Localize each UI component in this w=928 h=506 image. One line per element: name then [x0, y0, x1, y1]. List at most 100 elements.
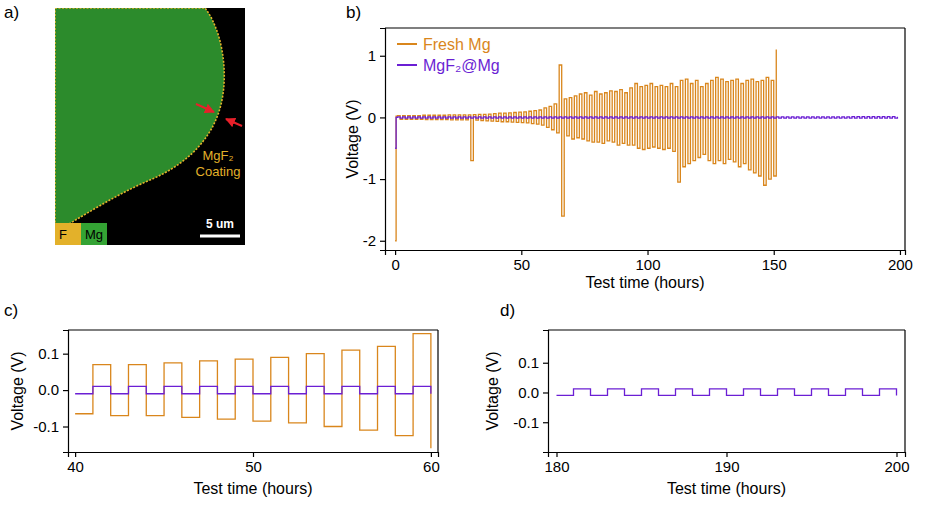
tick-label: 0	[391, 256, 399, 273]
axis-line	[69, 453, 439, 458]
element-swatch	[55, 223, 81, 245]
tick-mark	[380, 179, 385, 180]
element-label: Mg	[85, 227, 103, 242]
series-line	[395, 117, 897, 149]
x-axis: 180 190 200	[544, 452, 909, 475]
tick: 1	[368, 47, 385, 64]
tick: -0.1	[513, 414, 548, 431]
panel-letter: d)	[500, 301, 515, 320]
tick-mark	[380, 241, 385, 242]
axis-line	[543, 331, 549, 453]
tick-label: -2	[363, 232, 376, 249]
annotation-line: MgF₂	[202, 148, 233, 163]
frame	[385, 27, 905, 28]
panel-letter: a)	[4, 3, 19, 22]
panel-1: 0 50 100 150 200 -2 -1 0 1 Test time (hours) Volta…	[344, 3, 913, 291]
tick-label: -1	[363, 170, 376, 187]
tick-label: 0.1	[38, 345, 59, 362]
tick-label: 150	[762, 256, 787, 273]
panel-0: MgF₂CoatingFMg5 uma)	[4, 3, 245, 245]
eds-map	[55, 8, 245, 245]
y-axis: -2 -1 0 1	[363, 29, 386, 251]
y-axis-title: Voltage (V)	[344, 99, 361, 178]
tick-label: 0.0	[518, 384, 539, 401]
panel-letter: c)	[4, 301, 18, 320]
legend: Fresh MgMgF₂@Mg	[397, 36, 500, 74]
tick-mark	[380, 117, 385, 118]
tick-mark	[75, 452, 76, 457]
y-axis-title: Voltage (V)	[9, 351, 26, 430]
tick: 0.1	[38, 345, 68, 362]
y-axis: -0.1 0.0 0.1	[513, 331, 548, 453]
tick-mark	[900, 250, 901, 255]
arrow	[196, 104, 214, 112]
arrow	[226, 119, 242, 126]
series-line	[75, 386, 431, 393]
tick-label: 60	[423, 458, 440, 475]
map-background	[55, 8, 245, 245]
figure: MgF₂CoatingFMg5 uma) 0 50 100 150 200 -2 -1 0 1 Te…	[0, 0, 928, 506]
element-swatch	[81, 223, 107, 245]
tick-mark	[63, 426, 68, 427]
f-coating	[55, 8, 224, 232]
tick: 0.1	[518, 354, 548, 371]
axis-line	[386, 251, 906, 256]
tick: -1	[363, 170, 385, 187]
tick-label: 180	[544, 458, 569, 475]
tick-mark	[380, 56, 385, 57]
tick-mark	[63, 390, 68, 391]
tick-mark	[431, 452, 432, 457]
tick: 40	[67, 452, 84, 475]
tick: 200	[884, 452, 909, 475]
tick-label: -0.1	[513, 414, 539, 431]
tick-label: 0.1	[518, 354, 539, 371]
tick: 0.0	[38, 381, 68, 398]
tick-label: 0.0	[38, 381, 59, 398]
tick: 60	[423, 452, 440, 475]
tick-mark	[63, 354, 68, 355]
y-axis: -0.1 0.0 0.1	[33, 331, 68, 453]
legend-label: MgF₂@Mg	[423, 57, 500, 74]
annotation-line: Coating	[196, 164, 241, 179]
legend-swatch	[397, 43, 417, 45]
tick-mark	[253, 452, 254, 457]
axis-line	[63, 331, 69, 453]
tick: 200	[888, 250, 913, 273]
tick-label: 0	[368, 109, 376, 126]
tick: -2	[363, 232, 385, 249]
series-line	[557, 389, 897, 396]
plot-lines	[75, 334, 431, 449]
scale-bar	[200, 235, 240, 238]
tick-label: 200	[888, 256, 913, 273]
tick-mark	[647, 250, 648, 255]
legend-swatch	[397, 64, 417, 66]
panel-3: 180190200-0.10.00.1Test time (hours)Volt…	[484, 301, 910, 497]
tick: 0	[391, 250, 399, 273]
x-axis: 40 50 60	[67, 452, 439, 475]
frame	[904, 330, 905, 452]
plot-lines	[395, 50, 897, 241]
x-axis-title: Test time (hours)	[667, 480, 786, 497]
annotation: MgF₂Coating	[196, 148, 241, 179]
tick-label: 190	[714, 458, 739, 475]
tick-mark	[543, 392, 548, 393]
panel-2: 40 50 60 -0.1 0.0 0.1 Test time (hours) Voltage…	[4, 301, 440, 497]
mg-region	[55, 8, 224, 232]
x-axis-title: Test time (hours)	[585, 274, 704, 291]
series-line	[395, 50, 776, 241]
panel-letter: b)	[346, 3, 361, 22]
tick: 50	[513, 250, 530, 273]
tick-label: 50	[245, 458, 262, 475]
x-axis-title: Test time (hours)	[193, 480, 312, 497]
tick: 0	[368, 109, 385, 126]
frame	[437, 330, 438, 452]
tick: -0.1	[33, 418, 68, 435]
frame	[904, 28, 905, 250]
tick-mark	[543, 363, 548, 364]
tick: 50	[245, 452, 262, 475]
tick: 180	[544, 452, 569, 475]
tick-mark	[556, 452, 557, 457]
tick-mark	[543, 422, 548, 423]
tick-label: 100	[636, 256, 661, 273]
tick-mark	[521, 250, 522, 255]
